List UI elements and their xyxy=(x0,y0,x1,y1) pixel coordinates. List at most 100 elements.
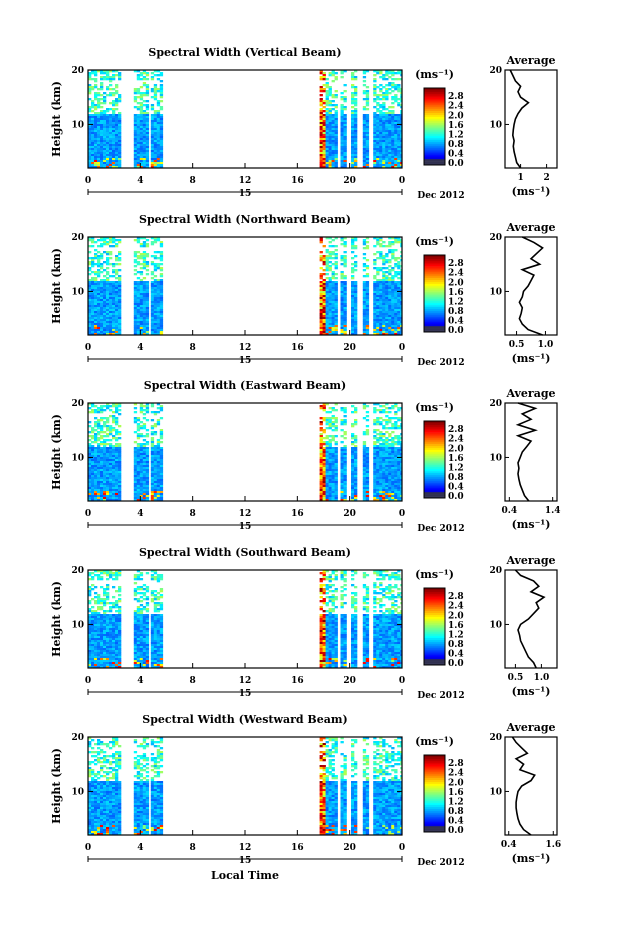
heatmap-cell xyxy=(328,441,332,444)
heatmap-cell xyxy=(136,443,141,446)
heatmap-cell xyxy=(118,313,122,316)
heatmap-cell xyxy=(376,241,380,244)
heatmap-cell xyxy=(391,154,395,157)
heatmap-cell xyxy=(365,471,370,474)
heatmap-cell xyxy=(106,86,110,89)
heatmap-cell xyxy=(106,164,110,167)
heatmap-cell xyxy=(351,138,355,141)
heatmap-cell xyxy=(109,473,113,476)
heatmap-cell xyxy=(106,271,110,274)
heatmap-cell xyxy=(351,112,355,115)
heatmap-cell xyxy=(391,130,395,133)
heatmap-cell xyxy=(397,315,401,318)
heatmap-cell xyxy=(376,309,380,312)
heatmap-cell xyxy=(150,104,155,107)
heatmap-cell xyxy=(365,303,370,306)
heatmap-cell xyxy=(362,493,367,496)
heatmap-cell xyxy=(334,265,338,268)
heatmap-cell xyxy=(397,148,401,151)
heatmap-cell xyxy=(145,255,150,258)
heatmap-cell xyxy=(112,289,116,292)
heatmap-cell xyxy=(340,112,344,115)
heatmap-cell xyxy=(115,245,119,248)
heatmap-cell xyxy=(388,479,392,482)
colorbar-cell xyxy=(424,159,445,162)
heatmap-cell xyxy=(159,463,164,466)
heatmap-cell xyxy=(97,273,101,276)
heatmap-cell xyxy=(334,497,338,500)
heatmap-cell xyxy=(376,289,380,292)
heatmap-cell xyxy=(362,443,367,446)
heatmap-cell xyxy=(88,293,92,296)
heatmap-cell xyxy=(136,305,141,308)
heatmap-cell xyxy=(328,463,332,466)
heatmap-cell xyxy=(385,299,389,302)
colorbar-cell xyxy=(424,299,445,302)
heatmap-cell xyxy=(388,158,392,161)
heatmap-cell xyxy=(365,150,370,153)
heatmap-cell xyxy=(388,499,392,501)
heatmap-cell xyxy=(133,92,138,95)
heatmap-cell xyxy=(319,100,323,103)
heatmap-cell xyxy=(385,96,389,99)
heatmap-cell xyxy=(354,245,358,248)
heatmap-cell xyxy=(118,146,122,149)
heatmap-cell xyxy=(150,128,155,131)
heatmap-cell xyxy=(397,136,401,139)
heatmap-cell xyxy=(103,287,107,290)
heatmap-cell xyxy=(340,309,344,312)
heatmap-cell xyxy=(103,331,107,334)
heatmap-cell xyxy=(334,319,338,322)
heatmap-cell xyxy=(376,291,380,294)
heatmap-cell xyxy=(322,319,326,322)
heatmap-cell xyxy=(340,124,344,127)
heatmap-cell xyxy=(145,317,150,320)
heatmap-cell xyxy=(343,263,347,266)
heatmap-cell xyxy=(394,451,398,454)
heatmap-cell xyxy=(376,323,380,326)
heatmap-cell xyxy=(118,239,122,242)
heatmap-cell xyxy=(153,481,158,484)
heatmap-cell xyxy=(150,431,155,434)
heatmap-cell xyxy=(319,118,323,121)
heatmap-cell xyxy=(362,489,367,492)
heatmap-cell xyxy=(103,469,107,472)
heatmap-cell xyxy=(343,465,347,468)
heatmap-cell xyxy=(365,489,370,492)
heatmap-cell xyxy=(397,70,401,73)
heatmap-cell xyxy=(340,315,344,318)
heatmap-cell xyxy=(91,491,95,494)
heatmap-cell xyxy=(343,160,347,163)
heatmap-cell xyxy=(400,293,402,296)
heatmap-cell xyxy=(385,164,389,167)
heatmap-cell xyxy=(142,136,147,139)
heatmap-cell xyxy=(331,425,335,428)
heatmap-cell xyxy=(385,325,389,328)
heatmap-cell xyxy=(351,130,355,133)
heatmap-cell xyxy=(145,409,150,412)
heatmap-cell xyxy=(394,309,398,312)
heatmap-cell xyxy=(391,489,395,492)
heatmap-cell xyxy=(391,427,395,430)
heatmap-cell xyxy=(145,447,150,450)
heatmap-cell xyxy=(328,90,332,93)
heatmap-cell xyxy=(115,255,119,258)
heatmap-cell xyxy=(351,333,355,335)
heatmap-cell xyxy=(322,102,326,105)
heatmap-cell xyxy=(328,331,332,334)
heatmap-cell xyxy=(319,110,323,113)
colorbar-cell xyxy=(424,278,445,281)
heatmap-cell xyxy=(331,409,335,412)
colorbar-tick-label: 2.0 xyxy=(448,111,464,121)
heatmap-cell xyxy=(150,72,155,75)
heatmap-cell xyxy=(319,443,323,446)
heatmap-cell xyxy=(115,313,119,316)
heatmap-cell xyxy=(325,307,329,310)
heatmap-cell xyxy=(331,449,335,452)
heatmap-cell xyxy=(145,465,150,468)
heatmap-cell xyxy=(322,499,326,501)
heatmap-cell xyxy=(139,243,144,246)
heatmap-cell xyxy=(354,98,358,101)
heatmap-cell xyxy=(153,413,158,416)
heatmap-cell xyxy=(319,156,323,159)
